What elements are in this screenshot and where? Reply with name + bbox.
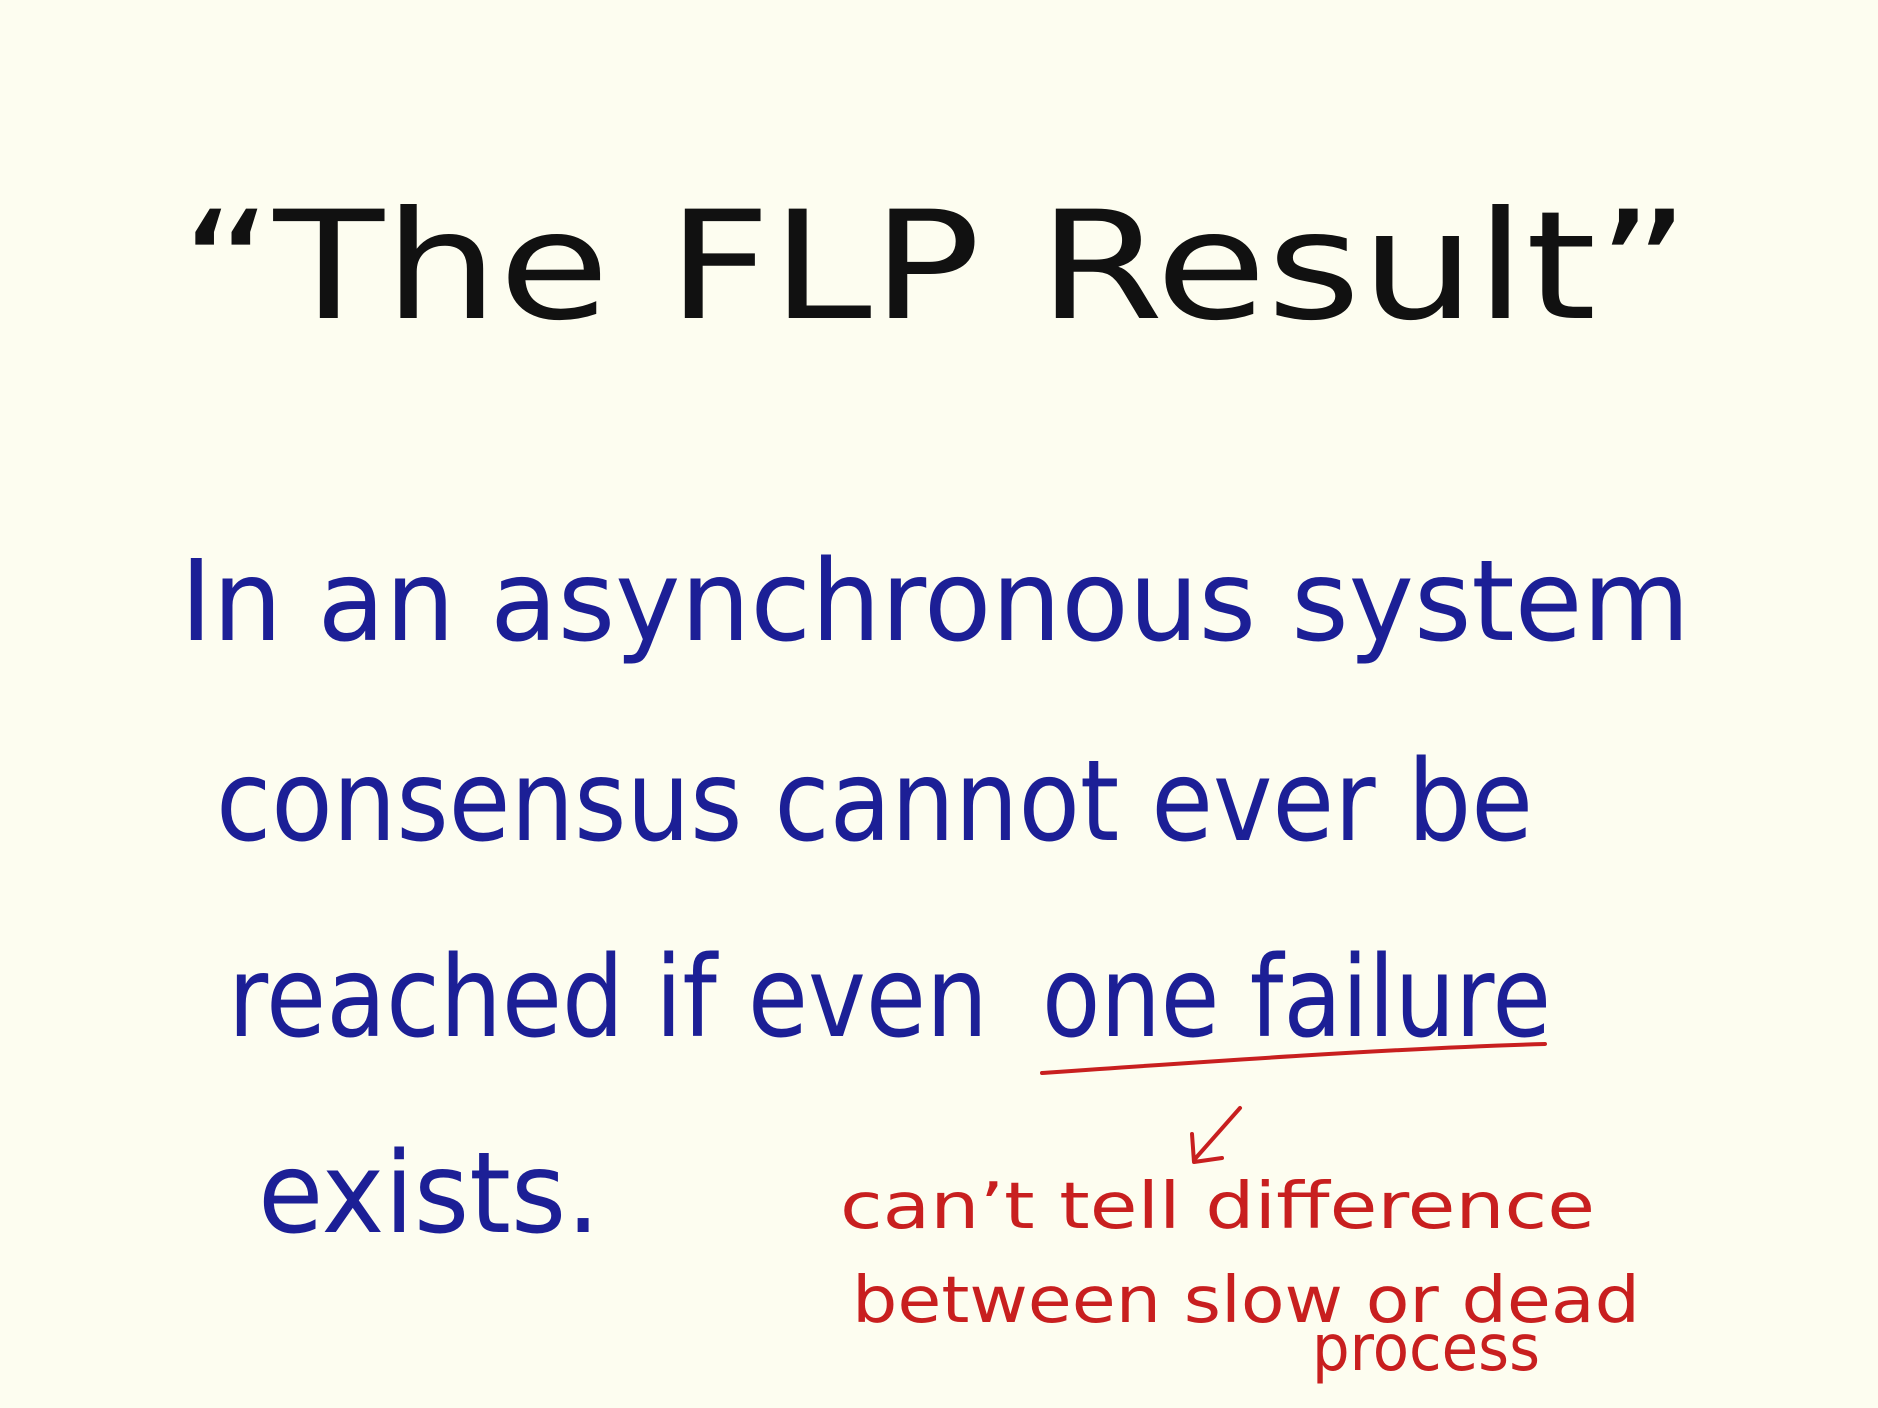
statement-emphasis: one failure: [1042, 933, 1551, 1063]
statement-line: reached if even: [228, 933, 988, 1063]
annotation-line: can’t tell difference: [840, 1170, 1595, 1244]
annotation-line: between slow or dead: [852, 1264, 1640, 1338]
underline: [1040, 1042, 1547, 1075]
annotation-line: process: [1312, 1312, 1540, 1386]
statement-line: consensus cannot ever be: [216, 737, 1533, 867]
annotation-arrow: [1190, 1106, 1242, 1164]
title: “The FLP Result”: [180, 180, 1690, 354]
statement-line: exists.: [258, 1129, 600, 1259]
statement-line: In an asynchronous system: [180, 537, 1690, 667]
